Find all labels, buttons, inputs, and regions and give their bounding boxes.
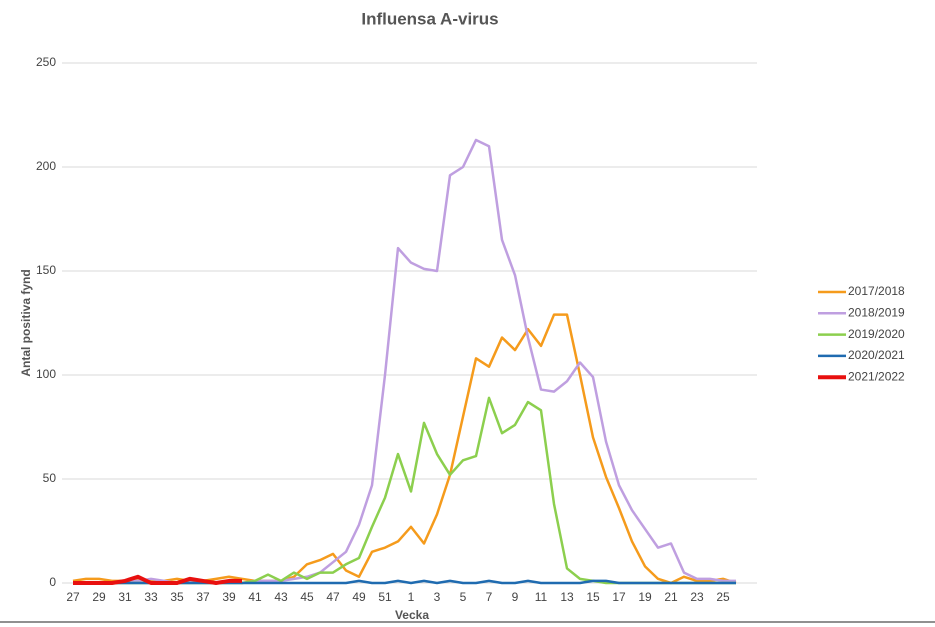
x-tick-label: 11 [535, 590, 548, 604]
series-line [73, 396, 736, 585]
x-tick-label: 49 [352, 590, 366, 604]
series-line [73, 138, 736, 585]
x-tick-label: 21 [664, 590, 678, 604]
x-tick-label: 39 [222, 590, 236, 604]
x-tick-label: 27 [66, 590, 80, 604]
x-tick-label: 43 [274, 590, 288, 604]
x-tick-label: 5 [460, 590, 467, 604]
x-tick-label: 9 [512, 590, 519, 604]
legend-label: 2021/2022 [848, 369, 905, 383]
x-tick-label: 31 [118, 590, 132, 604]
x-tick-label: 1 [408, 590, 415, 604]
x-tick-label: 29 [92, 590, 106, 604]
x-tick-label: 3 [434, 590, 441, 604]
x-tick-label: 13 [560, 590, 574, 604]
x-tick-label: 25 [716, 590, 730, 604]
x-tick-label: 15 [586, 590, 600, 604]
y-tick-label: 250 [36, 55, 56, 69]
x-tick-label: 47 [326, 590, 340, 604]
x-tick-label: 35 [170, 590, 184, 604]
x-axis-label: Vecka [395, 608, 429, 622]
x-tick-label: 19 [638, 590, 652, 604]
y-tick-label: 50 [43, 471, 57, 485]
legend-label: 2020/2021 [848, 348, 905, 362]
series-line [73, 574, 242, 585]
x-tick-label: 41 [248, 590, 262, 604]
x-tick-label: 37 [196, 590, 210, 604]
y-tick-label: 200 [36, 159, 56, 173]
series-line [72, 313, 737, 585]
legend-label: 2018/2019 [848, 305, 905, 319]
y-tick-label: 100 [36, 367, 56, 381]
x-tick-label: 7 [486, 590, 493, 604]
legend-label: 2019/2020 [848, 327, 905, 341]
chart-title: Influensa A-virus [361, 9, 498, 28]
x-tick-label: 23 [690, 590, 704, 604]
x-tick-label: 17 [612, 590, 626, 604]
legend-label: 2017/2018 [848, 284, 905, 298]
x-tick-label: 51 [378, 590, 392, 604]
y-tick-label: 0 [49, 575, 56, 589]
x-tick-label: 33 [144, 590, 158, 604]
y-tick-label: 150 [36, 263, 56, 277]
y-axis-label: Antal positiva fynd [19, 269, 33, 376]
x-tick-label: 45 [300, 590, 314, 604]
